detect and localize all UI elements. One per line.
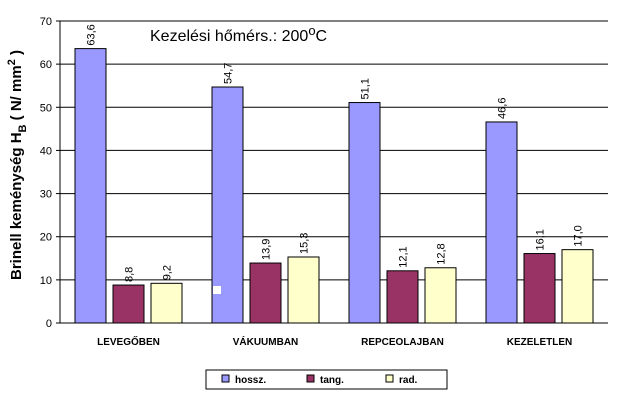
legend-swatch [385, 374, 394, 383]
category-label: KEZELETLEN [507, 337, 573, 348]
data-labels: 63,6 8,8 9,2 54,7 13,9 15,3 51,1 12,1 12,8 46,6 16… [86, 24, 585, 282]
bar-tang-1 [249, 262, 282, 324]
data-label: 17,0 [573, 225, 585, 246]
legend-label: rad. [399, 375, 418, 386]
category-labels: LEVEGŐBEN VÁKUUMBAN REPCEOLAJBAN KEZELETLEN [97, 335, 572, 348]
y-tick-label: 10 [40, 275, 52, 287]
bar-hossz-0 [74, 48, 107, 324]
bars [74, 48, 594, 324]
data-label: 63,6 [86, 24, 98, 45]
data-label: 46,6 [497, 98, 509, 119]
bar-tang-0 [112, 284, 145, 324]
y-axis-ticks: 0 10 20 30 40 50 60 70 [40, 16, 60, 330]
data-label: 54,7 [223, 63, 235, 84]
bar-rad-2 [424, 267, 457, 324]
bar-tang-2 [386, 270, 419, 324]
y-axis-label: Brinell keménység HB ( N/ mm2 ) [6, 50, 29, 280]
bar-rad-3 [561, 249, 594, 324]
bar-hossz-2 [348, 102, 381, 324]
data-label: 15,3 [299, 233, 311, 254]
data-label: 8,8 [124, 267, 136, 282]
marker [213, 286, 221, 294]
data-label: 12,1 [398, 246, 410, 267]
legend-swatch [306, 374, 315, 383]
legend-label: tang. [320, 375, 344, 386]
chart-title: Kezelési hőmérs.: 200oC [150, 23, 327, 45]
legend-label: hossz. [235, 375, 266, 386]
bar-hossz-1 [211, 86, 244, 324]
category-label: REPCEOLAJBAN [361, 337, 444, 348]
y-tick-label: 0 [46, 318, 52, 330]
bar-rad-0 [150, 282, 183, 324]
bar-tang-3 [523, 253, 556, 324]
data-label: 9,2 [162, 265, 174, 280]
data-label: 16,1 [535, 229, 547, 250]
y-tick-label: 40 [40, 145, 52, 157]
legend-swatch [221, 374, 230, 383]
data-label: 51,1 [360, 78, 372, 99]
y-tick-label: 20 [40, 232, 52, 244]
y-tick-label: 30 [40, 189, 52, 201]
data-label: 13,9 [261, 239, 273, 260]
data-label: 12,8 [436, 243, 448, 264]
y-tick-label: 50 [40, 102, 52, 114]
bar-rad-1 [287, 256, 320, 324]
gridlines [60, 20, 608, 281]
y-tick-label: 60 [40, 59, 52, 71]
y-tick-label: 70 [40, 16, 52, 28]
legend: hossz. tang. rad. [205, 369, 448, 390]
bar-hossz-3 [485, 121, 518, 324]
category-label: VÁKUUMBAN [233, 335, 299, 348]
category-label: LEVEGŐBEN [97, 335, 160, 348]
